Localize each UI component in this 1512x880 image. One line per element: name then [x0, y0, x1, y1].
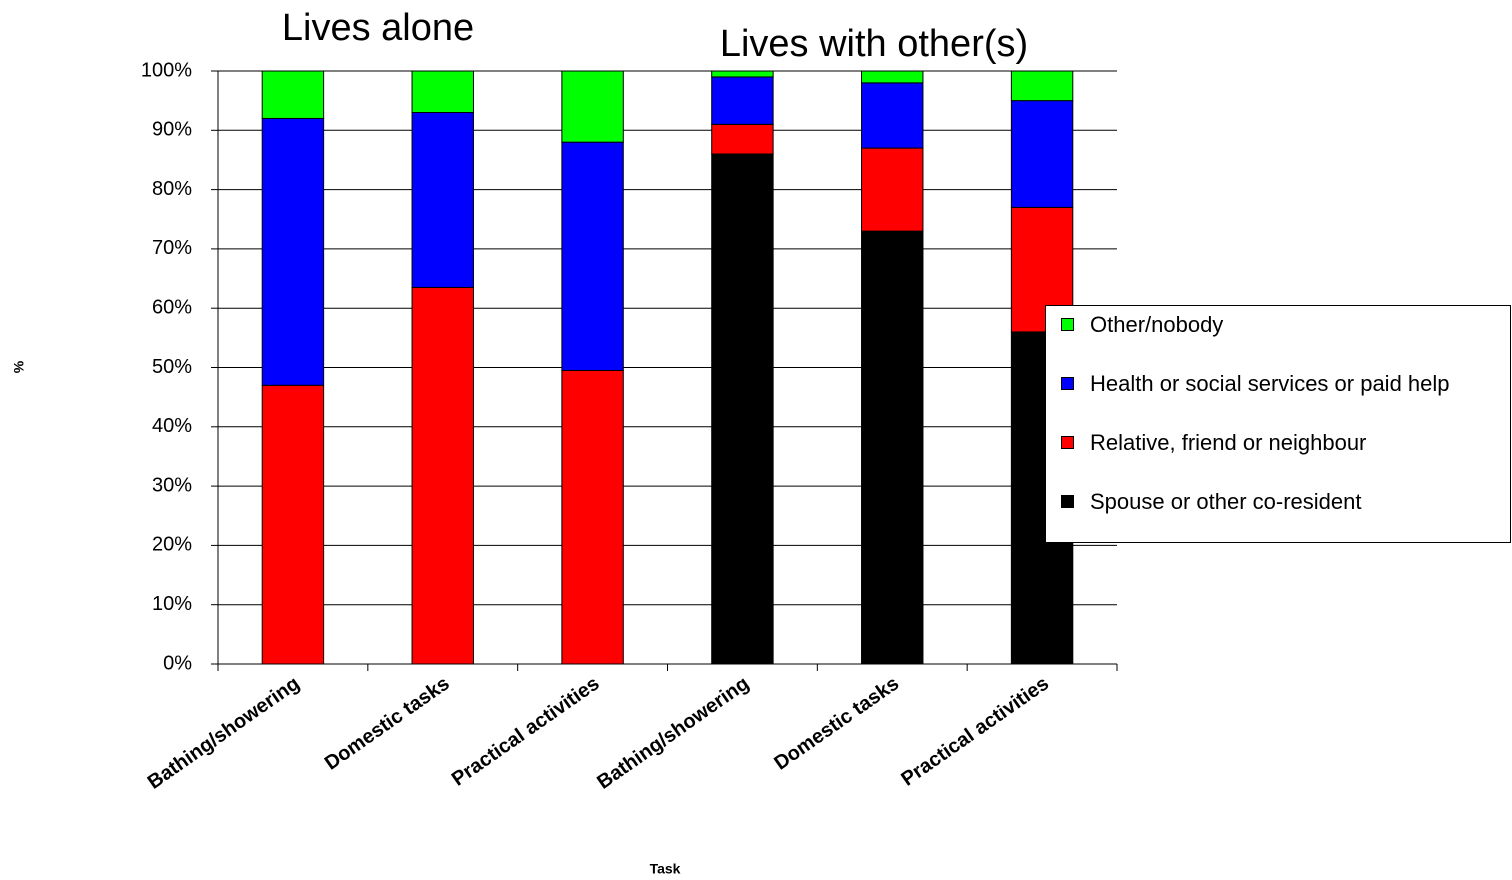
bar-segment [1010, 100, 1074, 208]
x-tick-label: Domestic tasks [321, 672, 454, 774]
bar-segment [861, 230, 924, 665]
legend-item: Other/nobody [1046, 311, 1510, 370]
bar-segment [261, 384, 325, 665]
legend-label: Health or social services or paid help [1090, 371, 1450, 396]
grid [218, 70, 1117, 665]
bar-segment [711, 76, 774, 125]
bar-segment [561, 141, 624, 371]
bar-segment [411, 70, 474, 114]
bar-segment [1010, 70, 1074, 102]
legend-item: Health or social services or paid help [1046, 370, 1510, 429]
bar-segment [711, 123, 774, 155]
legend-swatch [1061, 377, 1074, 390]
y-tick-label: 10% [152, 593, 192, 615]
bar-segment [711, 153, 774, 665]
x-axis-label: Task [650, 861, 681, 877]
y-tick-label: 40% [152, 415, 192, 437]
legend: Other/nobody Health or social services or… [1045, 305, 1511, 543]
legend-label: Relative, friend or neighbour [1090, 430, 1367, 455]
bar-segment [861, 82, 924, 149]
y-tick-label: 50% [152, 356, 192, 378]
bar-segment [411, 286, 474, 665]
x-tick-label: Bathing/showering [593, 672, 753, 793]
legend-label: Other/nobody [1090, 312, 1224, 337]
y-axis-label: % [11, 360, 27, 373]
y-tick-label: 20% [152, 534, 192, 556]
y-tick-label: 30% [152, 474, 192, 496]
bars [261, 70, 1074, 665]
legend-label: Spouse or other co-resident [1090, 489, 1362, 514]
bar-segment [261, 70, 325, 119]
legend-swatch [1061, 495, 1074, 508]
legend-item: Spouse or other co-resident [1046, 488, 1510, 547]
x-tick-label: Practical activities [897, 672, 1053, 790]
y-tick-label: 70% [152, 237, 192, 259]
legend-swatch [1061, 318, 1074, 331]
x-tick-label: Practical activities [448, 672, 604, 790]
legend-swatch [1061, 436, 1074, 449]
y-tick-label: 60% [152, 296, 192, 318]
y-tick-label: 90% [152, 119, 192, 141]
bar-segment [411, 112, 474, 288]
bar-segment [711, 70, 774, 78]
y-tick-label: 100% [141, 59, 192, 81]
y-tick-label: 0% [163, 652, 192, 674]
bar-segment [861, 70, 924, 84]
bar-segment [561, 70, 624, 143]
group-label: Lives alone [282, 7, 474, 49]
group-label: Lives with other(s) [720, 23, 1028, 65]
y-tick-label: 80% [152, 178, 192, 200]
bar-segment [861, 147, 924, 232]
bar-segment [261, 117, 325, 386]
legend-item: Relative, friend or neighbour [1046, 429, 1510, 488]
x-tick-label: Domestic tasks [770, 672, 903, 774]
bar-segment [561, 369, 624, 665]
x-tick-label: Bathing/showering [144, 672, 304, 793]
